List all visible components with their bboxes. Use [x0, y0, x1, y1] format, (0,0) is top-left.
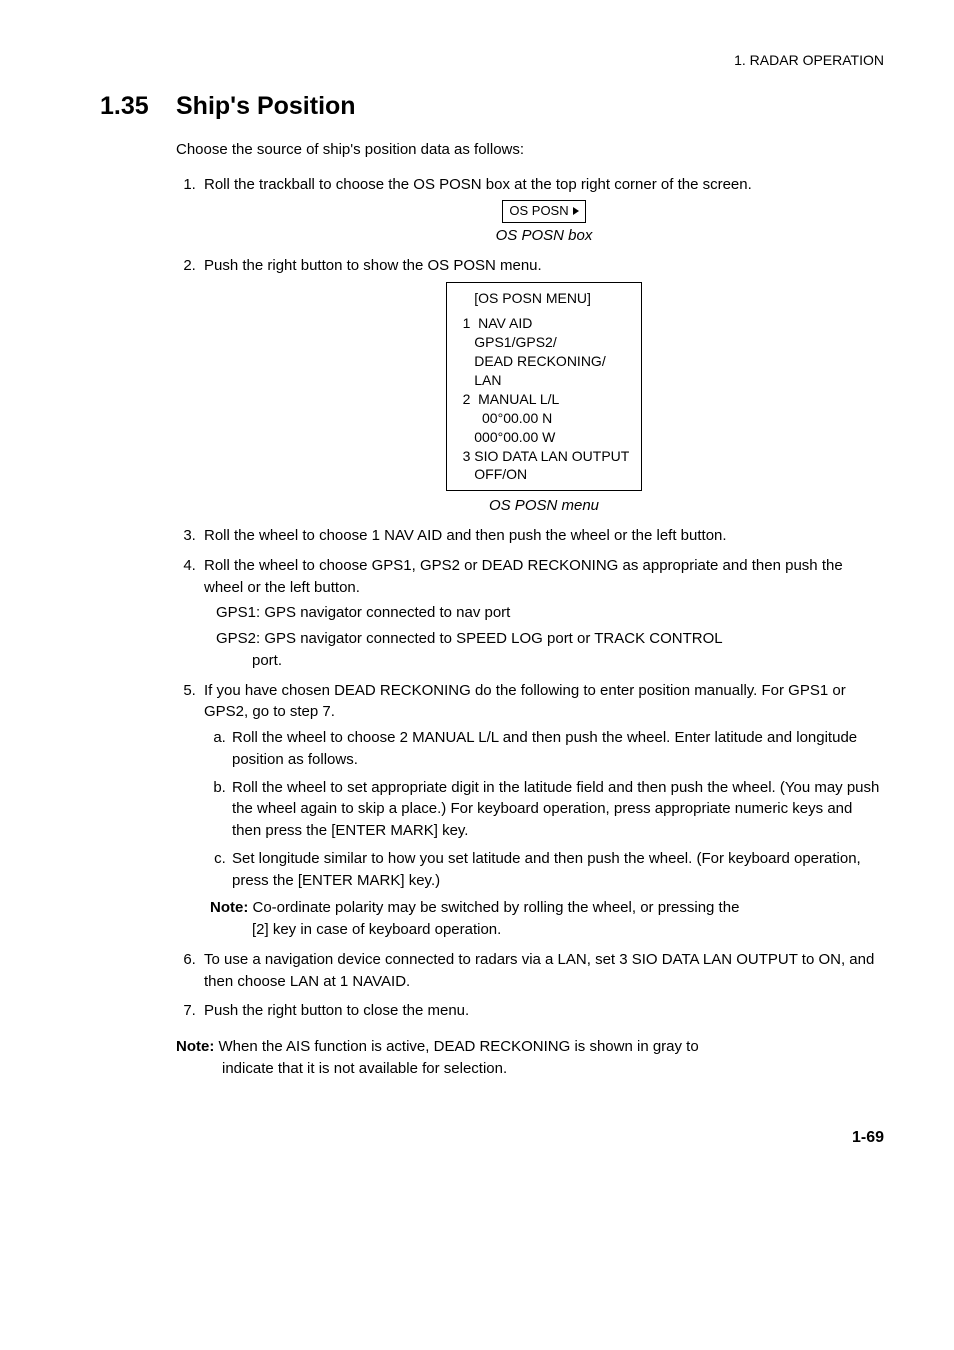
os-posn-box-label: OS POSN — [509, 203, 568, 218]
step-5-note-text-b: [2] key in case of keyboard operation. — [252, 919, 884, 941]
step-5: If you have chosen DEAD RECKONING do the… — [200, 680, 884, 941]
section-number: 1.35 — [100, 88, 176, 124]
menu-line: 1 NAV AID — [459, 314, 630, 333]
step-5c: Set longitude similar to how you set lat… — [230, 848, 884, 892]
note-label: Note: — [176, 1038, 214, 1055]
running-header: 1. RADAR OPERATION — [100, 50, 884, 70]
step-3: Roll the wheel to choose 1 NAV AID and t… — [200, 525, 884, 547]
menu-line: DEAD RECKONING/ — [459, 352, 630, 371]
step-2-text: Push the right button to show the OS POS… — [204, 257, 542, 274]
os-posn-box: OS POSN — [502, 200, 585, 223]
step-5-text: If you have chosen DEAD RECKONING do the… — [204, 682, 846, 721]
gps2-line-a: GPS2: GPS navigator connected to SPEED L… — [216, 628, 884, 650]
menu-line: 3 SIO DATA LAN OUTPUT — [459, 447, 630, 466]
menu-title: [OS POSN MENU] — [459, 289, 630, 308]
os-posn-menu-caption: OS POSN menu — [204, 495, 884, 517]
menu-line: 2 MANUAL L/L — [459, 390, 630, 409]
menu-line: OFF/ON — [459, 465, 630, 484]
step-2: Push the right button to show the OS POS… — [200, 255, 884, 517]
step-1-text: Roll the trackball to choose the OS POSN… — [204, 176, 752, 193]
page-number: 1-69 — [100, 1126, 884, 1149]
menu-line: 000°00.00 W — [459, 428, 630, 447]
menu-line: GPS1/GPS2/ — [459, 333, 630, 352]
intro-text: Choose the source of ship's position dat… — [176, 139, 884, 161]
step-4-text: Roll the wheel to choose GPS1, GPS2 or D… — [204, 557, 843, 596]
os-posn-box-wrapper: OS POSN — [204, 200, 884, 223]
step-5b: Roll the wheel to set appropriate digit … — [230, 777, 884, 842]
final-note-text-a: When the AIS function is active, DEAD RE… — [214, 1038, 698, 1055]
os-posn-menu-wrapper: [OS POSN MENU] 1 NAV AID GPS1/GPS2/ DEAD… — [204, 280, 884, 493]
step-5-sublist: Roll the wheel to choose 2 MANUAL L/L an… — [204, 727, 884, 891]
step-7: Push the right button to close the menu. — [200, 1000, 884, 1022]
step-5a: Roll the wheel to choose 2 MANUAL L/L an… — [230, 727, 884, 771]
final-note: Note: When the AIS function is active, D… — [176, 1036, 884, 1080]
step-6: To use a navigation device connected to … — [200, 949, 884, 993]
os-posn-box-caption: OS POSN box — [204, 225, 884, 247]
triangle-right-icon — [573, 207, 579, 215]
menu-line: LAN — [459, 371, 630, 390]
note-label: Note: — [210, 899, 248, 916]
step-1: Roll the trackball to choose the OS POSN… — [200, 174, 884, 246]
os-posn-menu-box: [OS POSN MENU] 1 NAV AID GPS1/GPS2/ DEAD… — [446, 282, 643, 491]
gps2-line-b: port. — [252, 650, 884, 672]
section-title-text: Ship's Position — [176, 92, 356, 120]
step-5-note-text-a: Co-ordinate polarity may be switched by … — [248, 899, 739, 916]
gps1-line: GPS1: GPS navigator connected to nav por… — [216, 602, 884, 624]
menu-line: 00°00.00 N — [459, 409, 630, 428]
procedure-list: Roll the trackball to choose the OS POSN… — [176, 174, 884, 1022]
step-5-note: Note: Co-ordinate polarity may be switch… — [210, 897, 884, 941]
final-note-text-b: indicate that it is not available for se… — [222, 1058, 884, 1080]
section-heading: 1.35Ship's Position — [100, 88, 884, 124]
step-4: Roll the wheel to choose GPS1, GPS2 or D… — [200, 555, 884, 672]
